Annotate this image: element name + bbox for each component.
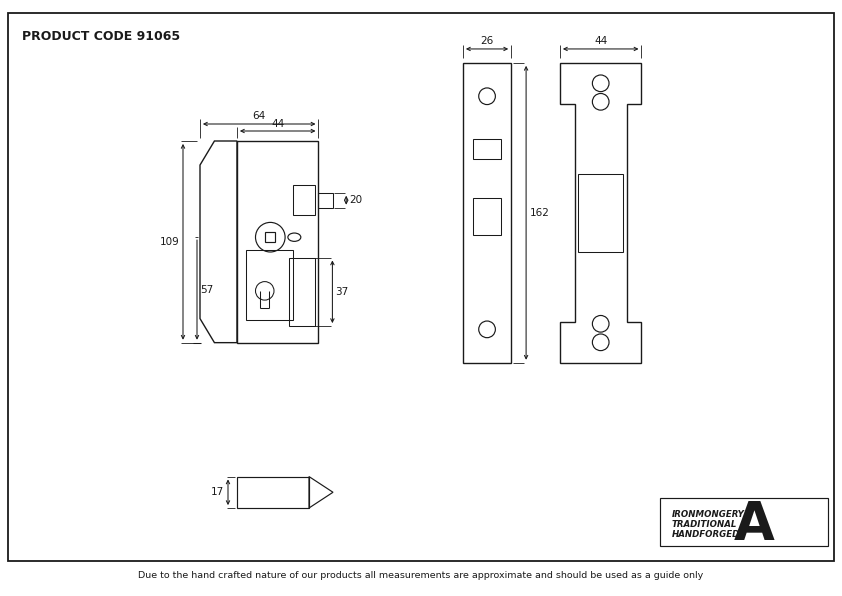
Bar (246, 250, 292, 321)
Text: 17: 17 (210, 488, 224, 497)
Text: 57: 57 (200, 285, 213, 295)
Bar (473, 198, 501, 235)
Text: PRODUCT CODE 91065: PRODUCT CODE 91065 (22, 30, 180, 43)
Bar (237, 141, 318, 343)
Bar (237, 477, 309, 508)
Text: 20: 20 (349, 195, 362, 205)
Bar (578, 174, 623, 252)
Text: 162: 162 (530, 208, 550, 218)
Text: 64: 64 (253, 111, 266, 121)
Text: Due to the hand crafted nature of our products all measurements are approximate : Due to the hand crafted nature of our pr… (138, 572, 704, 581)
Bar (265, 232, 275, 243)
Text: 109: 109 (160, 237, 180, 247)
Text: IRONMONGERY: IRONMONGERY (672, 510, 745, 519)
Text: 44: 44 (271, 119, 285, 129)
Bar (463, 63, 511, 362)
Bar (318, 193, 333, 207)
Bar (289, 257, 315, 326)
Text: HANDFORGED: HANDFORGED (672, 530, 740, 539)
Text: 44: 44 (594, 36, 607, 46)
Text: 37: 37 (335, 287, 349, 297)
Bar (473, 139, 501, 159)
Text: TRADITIONAL: TRADITIONAL (672, 520, 738, 529)
Text: 26: 26 (481, 36, 493, 46)
Bar (660, 498, 828, 546)
Text: A: A (733, 499, 775, 551)
Bar (292, 185, 315, 215)
